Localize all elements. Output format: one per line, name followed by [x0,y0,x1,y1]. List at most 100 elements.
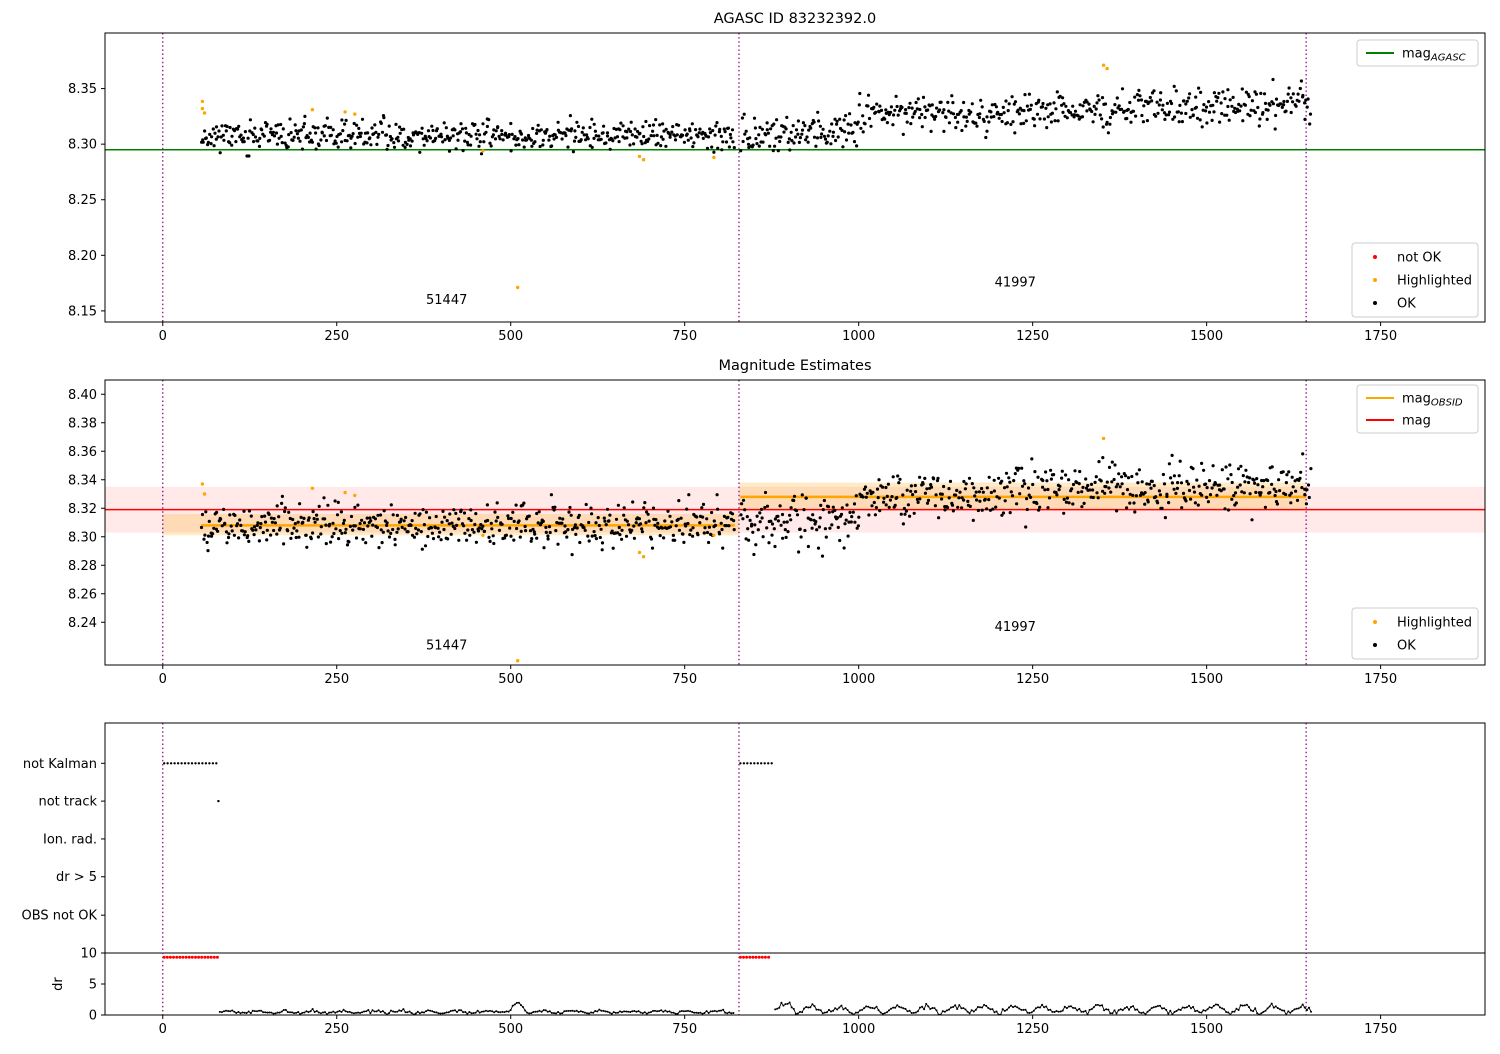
flag-row-label: Ion. rad. [43,832,97,847]
x-tick-label: 1000 [842,672,875,687]
highlighted-point [200,482,205,486]
highlighted-point [516,659,520,663]
legend-label: not OK [1397,251,1442,266]
flag-row-label: not Kalman [23,757,97,772]
x-tick-label: 500 [498,329,523,344]
x-tick-label: 500 [498,1022,523,1037]
y-tick-label: 8.32 [68,502,97,517]
dr-axis-label: dr [51,977,66,991]
obsid-annotation: 51447 [426,293,467,308]
legend-dot-sample [1373,643,1377,647]
highlighted-point [481,149,485,153]
legend-dot-sample [1373,301,1377,305]
highlighted-point [310,486,315,490]
legend-label: Highlighted [1397,616,1472,631]
legend-dot-sample [1373,620,1377,624]
dr-trace-line [219,1002,734,1015]
y-tick-label: 8.24 [68,616,97,631]
dr-trace-points [774,1001,1312,1015]
dr-capped-marks [162,955,219,959]
highlighted-point [637,154,642,159]
axis-ticks: 0 250 500 750 1000 1250 1500 1750 8.24 8.26 8.28 8.… [68,388,1397,687]
legend-label: OK [1397,639,1416,654]
dr-tick-label: 0 [89,1009,97,1024]
y-tick-label: 8.26 [68,587,97,602]
ok-points [200,114,736,158]
x-tick-label: 1500 [1190,329,1223,344]
y-tick-label: 8.15 [68,304,97,319]
x-tick-label: 0 [159,329,167,344]
highlighted-point [712,533,716,537]
ok-points [199,493,736,557]
agasc-mag-chart: 51447 41997 0 250 500 750 1000 1250 1500 1750 8.15… [68,11,1486,344]
dr-tick-label: 10 [80,947,97,962]
obsid-annotation: 41997 [995,275,1036,290]
dr-tick-label: 5 [89,978,97,993]
ok-points [857,77,1313,140]
highlighted-point [200,99,205,104]
dr-trace-points [218,1001,735,1015]
ok-points [739,490,861,558]
y-tick-label: 8.36 [68,445,97,460]
x-tick-label: 1750 [1364,672,1397,687]
legend: magAGASC [1356,39,1479,67]
y-tick-label: 8.28 [68,559,97,574]
legend-label: mag [1402,414,1431,429]
highlighted-point [1105,66,1109,71]
x-tick-label: 250 [324,1022,349,1037]
y-tick-label: 8.40 [68,388,97,403]
flag-marks [163,762,218,765]
highlighted-point [712,155,716,160]
legend: not OK Highlighted OK [1351,242,1479,318]
highlighted-point [1101,63,1106,67]
ok-points [739,110,860,153]
axis-ticks: 0 250 500 750 1000 1250 1500 1750 8.15 8.20 8.25 8.… [68,82,1397,344]
chart-title: AGASC ID 83232392.0 [714,11,876,27]
highlighted-point [353,493,357,498]
x-tick-label: 750 [672,672,697,687]
highlighted-point [641,555,646,559]
x-tick-label: 1250 [1016,1022,1049,1037]
x-tick-label: 0 [159,1022,167,1037]
legend-box [1356,39,1479,67]
x-tick-label: 1000 [842,329,875,344]
x-tick-label: 1750 [1364,1022,1397,1037]
x-tick-label: 0 [159,672,167,687]
highlighted-point [310,108,315,112]
magnitude-estimates-chart-plot-area [105,380,1485,665]
x-tick-label: 250 [324,672,349,687]
magnitude-estimates-chart: 51447 41997 0 250 500 750 1000 1250 1500 1750 8.24… [68,358,1486,687]
x-tick-label: 250 [324,329,349,344]
x-tick-label: 750 [672,1022,697,1037]
flag-marks [739,762,773,765]
obsid-annotation: 41997 [995,620,1036,635]
flags-chart: 0 250 500 750 1000 1250 1500 1750 0 5 10 not Kalman… [22,722,1486,1037]
x-tick-label: 1500 [1190,672,1223,687]
highlighted-point [481,533,485,537]
axis-ticks: 0 250 500 750 1000 1250 1500 1750 0 5 10 not Kalman… [22,757,1398,1037]
axes-frame [104,32,1486,323]
x-tick-label: 500 [498,672,523,687]
legend-dot-sample [1373,255,1377,259]
highlighted-point [202,492,207,496]
y-tick-label: 8.34 [68,473,97,488]
flag-row-label: dr > 5 [56,870,97,885]
dr-capped-marks [738,955,771,959]
x-tick-label: 1250 [1016,329,1049,344]
x-tick-label: 1750 [1364,329,1397,344]
x-tick-label: 1250 [1016,672,1049,687]
x-tick-label: 1000 [842,1022,875,1037]
legend: Highlighted OK [1351,607,1479,660]
legend-box [1351,607,1479,660]
legend-dot-sample [1373,278,1377,282]
highlighted-point [1101,436,1106,441]
highlighted-point [202,111,207,115]
flag-marks [217,799,220,803]
highlighted-point [353,112,357,116]
highlighted-point [343,490,347,495]
ok-points [857,452,1313,529]
flag-row-label: OBS not OK [22,909,98,924]
highlighted-point [343,110,347,114]
